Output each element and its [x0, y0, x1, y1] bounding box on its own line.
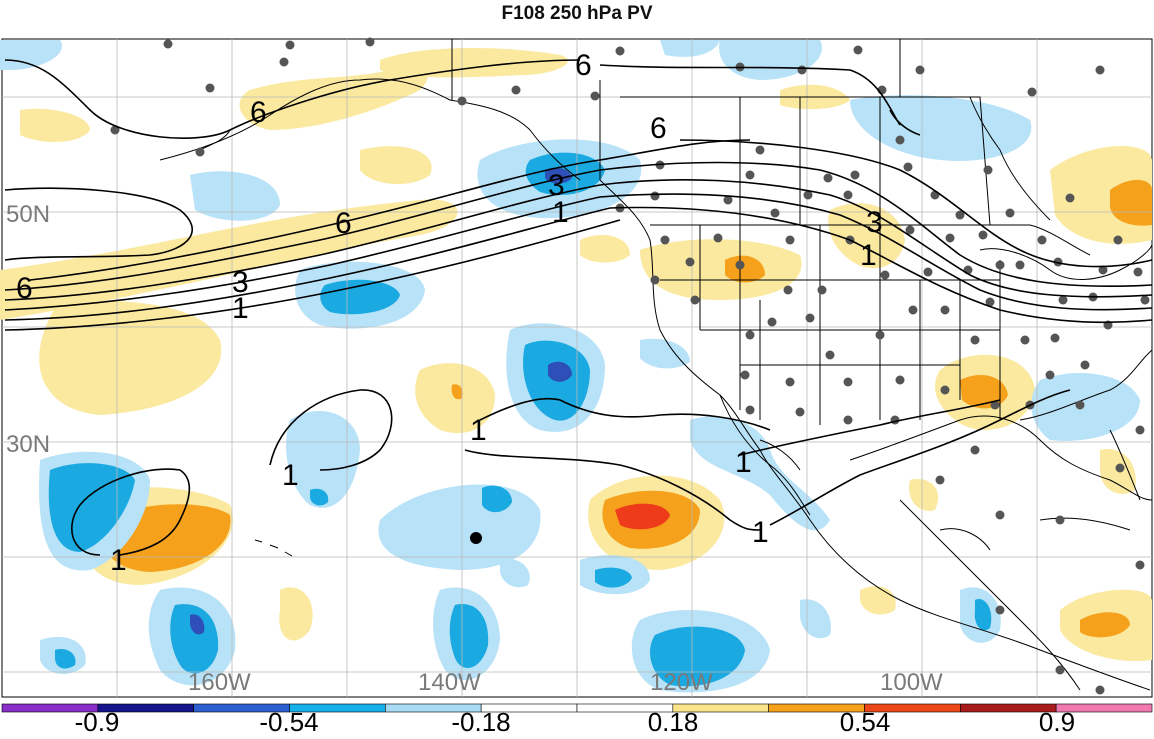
station-dots [110, 37, 1150, 695]
contour-label: 3 [548, 169, 565, 202]
colorbar-label: -0.54 [259, 707, 319, 737]
lat-label-30n: 30N [6, 431, 50, 458]
pv-anomaly-shading [0, 40, 1152, 693]
contour-label: 1 [470, 414, 487, 447]
contour-label: 6 [335, 207, 352, 240]
lat-label-50n: 50N [6, 201, 50, 228]
graticule [2, 39, 1152, 697]
colorbar-swatch [1055, 703, 1153, 713]
contour-label: 6 [16, 272, 33, 305]
lon-label-100w: 100W [880, 669, 943, 696]
coastlines [159, 39, 1153, 691]
pv-map: 50N 30N 160W 140W 120W 100W 6 6 6 6 6 3 … [0, 37, 1153, 698]
contour-label: 1 [110, 544, 127, 577]
colorbar-label: -0.9 [74, 707, 120, 737]
contour-label: 1 [282, 459, 299, 492]
contour-label: 1 [232, 292, 249, 325]
contour-label: 3 [232, 266, 249, 299]
contour-label: 1 [735, 446, 752, 479]
colorbar-label: 0.18 [647, 707, 699, 737]
pv-contours [4, 59, 1153, 556]
contour-label: 6 [575, 49, 592, 82]
lon-label-120w: 120W [650, 669, 713, 696]
lon-label-140w: 140W [418, 669, 481, 696]
colorbar-label: -0.18 [451, 707, 511, 737]
colorbar [1, 703, 1153, 713]
contour-label: 1 [860, 239, 877, 272]
colorbar-label: 0.9 [1038, 707, 1076, 737]
contour-label: 6 [650, 112, 667, 145]
page-title: F108 250 hPa PV [501, 3, 653, 24]
contour-label: 6 [250, 96, 267, 129]
colorbar-swatches [1, 703, 1153, 713]
colorbar-label: 0.54 [839, 707, 891, 737]
contour-value-labels: 6 6 6 6 6 3 3 3 1 1 1 1 1 1 1 1 [16, 49, 883, 577]
contour-label: 1 [552, 196, 569, 229]
lon-label-160w: 160W [188, 669, 251, 696]
contour-label: 3 [866, 206, 883, 239]
axis-labels: 50N 30N 160W 140W 120W 100W [6, 201, 943, 696]
contour-label: 1 [752, 516, 769, 549]
